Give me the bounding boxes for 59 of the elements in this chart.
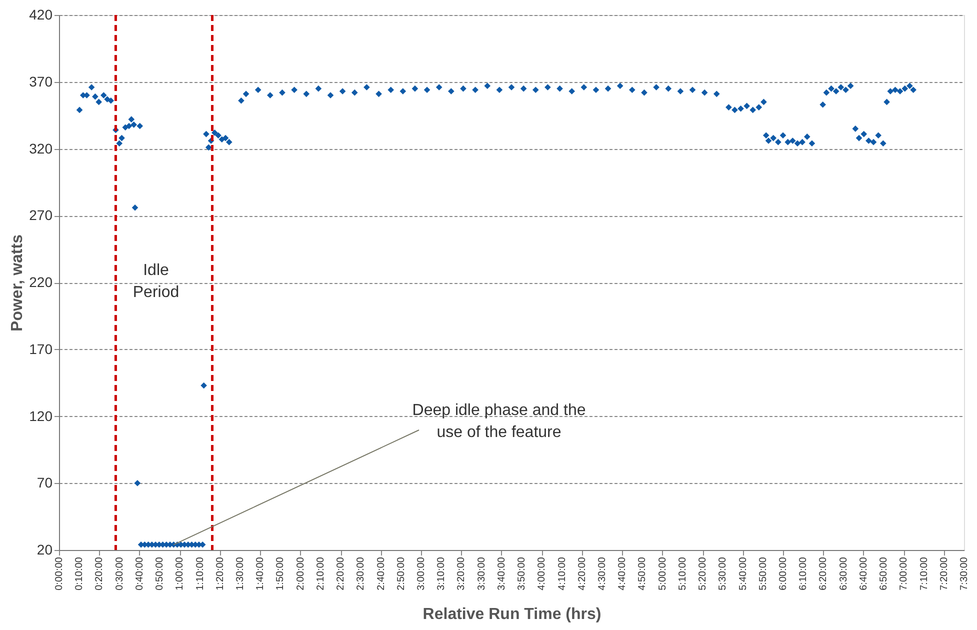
- x-tick-label: 1:10:00: [194, 556, 206, 590]
- x-tick-label: 5:30:00: [718, 556, 729, 590]
- x-tick-label: 5:40:00: [738, 556, 749, 590]
- x-tick-label: 3:10:00: [436, 556, 448, 590]
- x-tick-label: 0:40:00: [134, 556, 146, 590]
- x-tick-label: 5:20:00: [698, 556, 709, 590]
- x-tick-label: 5:10:00: [677, 556, 688, 590]
- y-axis-title: Power, watts: [9, 234, 26, 332]
- y-tick-label: 70: [36, 474, 53, 491]
- y-tick-label: 20: [36, 542, 53, 558]
- x-tick-label: 0:50:00: [154, 556, 166, 590]
- x-tick-label: 0:30:00: [114, 556, 126, 590]
- x-tick-label: 4:50:00: [637, 556, 648, 590]
- x-tick-label: 5:00:00: [657, 556, 668, 590]
- x-tick-label: 2:40:00: [376, 556, 387, 590]
- x-tick-label: 2:10:00: [315, 556, 326, 590]
- y-tick-label: 220: [29, 274, 53, 290]
- x-tick-label: 6:00:00: [778, 556, 789, 590]
- x-tick-label: 4:30:00: [597, 556, 608, 590]
- x-tick-label: 3:30:00: [476, 556, 488, 590]
- x-tick-label: 2:30:00: [356, 556, 367, 590]
- x-tick-label: 4:00:00: [536, 556, 548, 590]
- x-tick-label: 3:20:00: [456, 556, 468, 590]
- x-tick-label: 6:10:00: [798, 556, 810, 590]
- x-tick-label: 7:00:00: [898, 556, 910, 590]
- x-tick-label: 6:20:00: [818, 556, 830, 590]
- annotation: Deep idle phase and the use of the feature: [412, 402, 586, 441]
- annotation: Idle Period: [132, 262, 180, 301]
- x-tick-label: 4:20:00: [576, 556, 588, 590]
- x-tick-label: 4:10:00: [556, 556, 568, 590]
- x-tick-label: 3:50:00: [516, 556, 528, 590]
- x-tick-label: 2:50:00: [396, 556, 407, 590]
- x-tick-label: 0:20:00: [94, 556, 106, 590]
- y-tick-label: 370: [29, 73, 53, 90]
- x-tick-label: 3:40:00: [496, 556, 508, 590]
- y-tick-label: 120: [29, 408, 53, 424]
- x-axis-title: Relative Run Time (hrs): [422, 606, 602, 623]
- x-tick-label: 7:20:00: [938, 556, 950, 590]
- y-tick-label: 320: [29, 140, 53, 156]
- y-tick-label: 270: [29, 207, 53, 224]
- x-tick-label: 2:00:00: [295, 556, 306, 590]
- x-tick-label: 6:50:00: [878, 556, 890, 590]
- x-tick-label: 6:30:00: [838, 556, 850, 590]
- x-tick-label: 6:40:00: [858, 556, 870, 590]
- x-tick-label: 0:10:00: [74, 556, 86, 590]
- x-tick-label: 1:00:00: [174, 556, 186, 590]
- x-tick-label: 0:00:00: [54, 556, 65, 590]
- x-tick-label: 3:00:00: [416, 556, 427, 590]
- x-tick-label: 7:30:00: [959, 556, 970, 590]
- x-tick-label: 1:50:00: [275, 556, 286, 590]
- x-tick-label: 1:30:00: [235, 556, 246, 590]
- x-tick-label: 4:40:00: [617, 556, 628, 590]
- y-tick-label: 420: [29, 6, 53, 22]
- x-tick-label: 5:50:00: [758, 556, 769, 590]
- x-tick-label: 7:10:00: [918, 556, 930, 590]
- y-tick-label: 170: [29, 340, 53, 357]
- x-tick-label: 1:40:00: [255, 556, 266, 590]
- x-tick-label: 1:20:00: [214, 556, 226, 590]
- x-tick-label: 2:20:00: [336, 556, 347, 590]
